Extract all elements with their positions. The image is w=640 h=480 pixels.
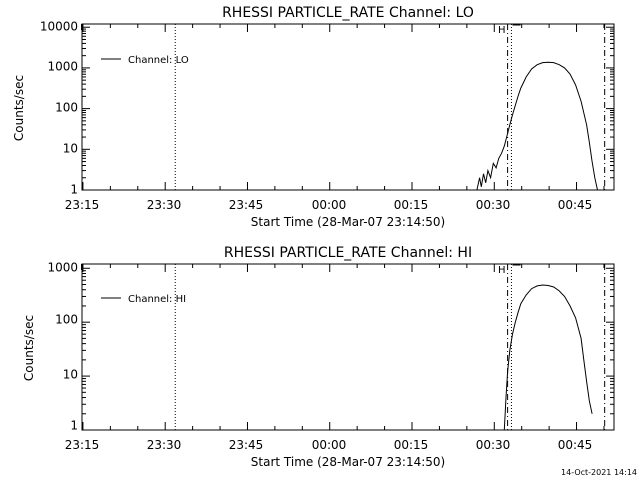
- panel-hi-flag-label: H: [498, 265, 506, 276]
- panel-lo-y-tick-label: 10000: [40, 20, 78, 34]
- panel-lo-x-tick-label: 00:15: [394, 198, 429, 212]
- panel-hi: RHESSI PARTICLE_RATE Channel: HI 23:15 2…: [22, 245, 615, 469]
- panel-lo-y-tick-label: 10: [63, 142, 78, 156]
- panel-hi-x-tick-label: 23:45: [229, 438, 264, 452]
- panel-hi-y-tick-label: 1000: [47, 261, 78, 275]
- panel-lo-x-tick-label: 00:30: [476, 198, 511, 212]
- panel-hi-title: RHESSI PARTICLE_RATE Channel: HI: [224, 245, 472, 261]
- panel-hi-plot-frame: [81, 263, 615, 431]
- panel-lo: RHESSI PARTICLE_RATE Channel: LO 23:15 2…: [12, 5, 615, 229]
- panel-lo-x-tick-label: 23:15: [65, 198, 100, 212]
- panel-hi-y-axis-label: Counts/sec: [22, 315, 36, 381]
- series-line: [476, 61, 598, 191]
- panel-hi-x-ticks: 23:15 23:30 23:45 00:00 00:15 00:30 00:4…: [65, 438, 593, 452]
- panel-hi-y-tick-label: 100: [55, 313, 78, 327]
- panel-lo-dynamic-marks: [81, 24, 614, 191]
- panel-hi-dynamic-marks: [81, 264, 614, 431]
- panel-hi-x-tick-label: 00:45: [558, 438, 593, 452]
- panel-lo-x-ticks: 23:15 23:30 23:45 00:00 00:15 00:30 00:4…: [65, 198, 593, 212]
- panel-hi-legend-label: Channel: HI: [128, 294, 186, 305]
- panel-lo-y-ticks: 1 10 100 1000 10000: [40, 20, 78, 197]
- panel-lo-y-tick-label: 1000: [47, 60, 78, 74]
- panel-lo-x-tick-label: 23:30: [147, 198, 182, 212]
- panel-lo-x-tick-label: 23:45: [229, 198, 264, 212]
- series-line: [503, 284, 593, 431]
- panel-hi-x-axis-label: Start Time (28-Mar-07 23:14:50): [251, 455, 445, 469]
- panel-hi-y-tick-label: 1: [70, 419, 78, 433]
- panel-hi-x-tick-label: 00:15: [394, 438, 429, 452]
- panel-hi-y-ticks: 1 10 100 1000: [47, 261, 78, 433]
- panel-hi-x-tick-label: 23:30: [147, 438, 182, 452]
- panel-lo-x-tick-label: 00:45: [558, 198, 593, 212]
- panel-lo-legend-label: Channel: LO: [128, 55, 189, 66]
- timestamp-label: 14-Oct-2021 14:14: [561, 468, 637, 477]
- panel-hi-x-tick-label: 00:00: [312, 438, 347, 452]
- panel-lo-y-tick-label: 100: [55, 101, 78, 115]
- panel-hi-x-tick-label: 00:30: [476, 438, 511, 452]
- panel-lo-y-tick-label: 1: [70, 183, 78, 197]
- panel-lo-y-axis-label: Counts/sec: [12, 75, 26, 141]
- panel-lo-x-tick-label: 00:00: [312, 198, 347, 212]
- panel-lo-x-axis-label: Start Time (28-Mar-07 23:14:50): [251, 215, 445, 229]
- panel-hi-y-tick-label: 10: [63, 368, 78, 382]
- panel-lo-plot-frame: [81, 23, 615, 191]
- panel-lo-title: RHESSI PARTICLE_RATE Channel: LO: [222, 5, 474, 21]
- panel-lo-flag-label: H: [498, 25, 506, 36]
- panel-hi-x-tick-label: 23:15: [65, 438, 100, 452]
